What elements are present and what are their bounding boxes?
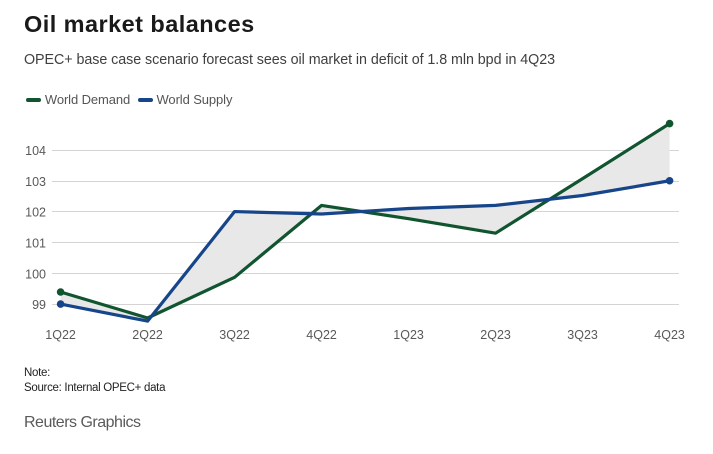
svg-text:104: 104 bbox=[25, 144, 46, 158]
svg-text:1Q23: 1Q23 bbox=[393, 328, 424, 342]
svg-text:99: 99 bbox=[32, 298, 46, 312]
svg-text:2Q23: 2Q23 bbox=[480, 328, 511, 342]
svg-text:2Q22: 2Q22 bbox=[132, 328, 163, 342]
svg-text:103: 103 bbox=[25, 175, 46, 189]
svg-text:100: 100 bbox=[25, 267, 46, 281]
svg-text:3Q22: 3Q22 bbox=[219, 328, 250, 342]
svg-text:102: 102 bbox=[25, 206, 46, 220]
svg-text:4Q22: 4Q22 bbox=[306, 328, 337, 342]
svg-text:1Q22: 1Q22 bbox=[45, 328, 76, 342]
svg-text:3Q23: 3Q23 bbox=[567, 328, 598, 342]
svg-text:101: 101 bbox=[25, 237, 46, 251]
svg-text:4Q23: 4Q23 bbox=[654, 328, 685, 342]
